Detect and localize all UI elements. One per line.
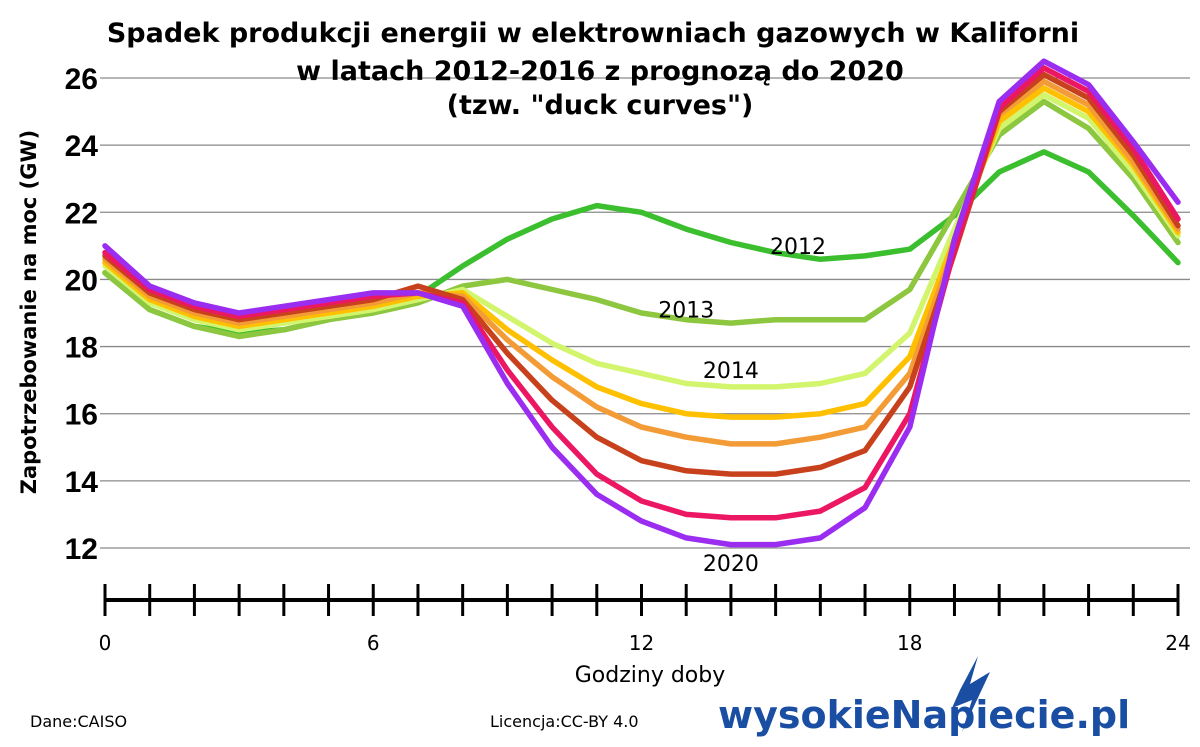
chart-subtitle: w latach 2012-2016 z prognozą do 2020 bbox=[296, 56, 904, 87]
series-lines bbox=[102, 58, 1181, 548]
y-tick-14: 14 bbox=[65, 466, 99, 499]
y-axis-label: Zapotrzebowanie na moc (GW) bbox=[17, 130, 41, 495]
y-tick-22: 22 bbox=[65, 197, 98, 230]
chart-title: Spadek produkcji energii w elektrowniach… bbox=[107, 18, 1079, 49]
x-tick-0: 0 bbox=[99, 631, 112, 655]
y-tick-12: 12 bbox=[65, 533, 98, 566]
y-tick-24: 24 bbox=[65, 130, 99, 163]
series-line-series-5 bbox=[102, 78, 1181, 447]
y-tick-16: 16 bbox=[65, 399, 98, 432]
license-text: Licencja:CC-BY 4.0 bbox=[490, 712, 639, 731]
series-line-series-4 bbox=[102, 85, 1181, 420]
series-line-series-7 bbox=[102, 65, 1181, 521]
series-label-2013: 2013 bbox=[658, 299, 714, 324]
series-label-2014: 2014 bbox=[703, 359, 759, 384]
y-tick-20: 20 bbox=[65, 264, 98, 297]
x-tick-6: 6 bbox=[367, 631, 380, 655]
series-line-2014 bbox=[102, 92, 1181, 390]
x-tick-18: 18 bbox=[897, 631, 922, 655]
data-source: Dane:CAISO bbox=[30, 712, 127, 731]
series-label-2012: 2012 bbox=[770, 235, 826, 260]
chart-subtitle-2: (tzw. "duck curves") bbox=[447, 90, 754, 121]
brand-logo: wysokieNapiecie.pl bbox=[718, 693, 1130, 737]
x-axis-label: Godziny doby bbox=[575, 663, 726, 688]
series-labels: 2012 2013 2014 2020 bbox=[658, 235, 826, 577]
series-line-2020 bbox=[102, 58, 1181, 548]
x-axis: 0 6 12 18 24 bbox=[99, 584, 1191, 655]
y-tick-labels: 12 14 16 18 20 22 24 26 bbox=[65, 63, 99, 566]
x-tick-12: 12 bbox=[629, 631, 654, 655]
y-tick-18: 18 bbox=[65, 332, 98, 365]
lightning-logo-icon bbox=[952, 656, 990, 732]
series-line-2013 bbox=[102, 98, 1181, 340]
x-tick-24: 24 bbox=[1165, 631, 1190, 655]
series-label-2020: 2020 bbox=[703, 552, 759, 577]
series-line-2012 bbox=[102, 149, 1181, 336]
y-tick-26: 26 bbox=[65, 63, 98, 96]
